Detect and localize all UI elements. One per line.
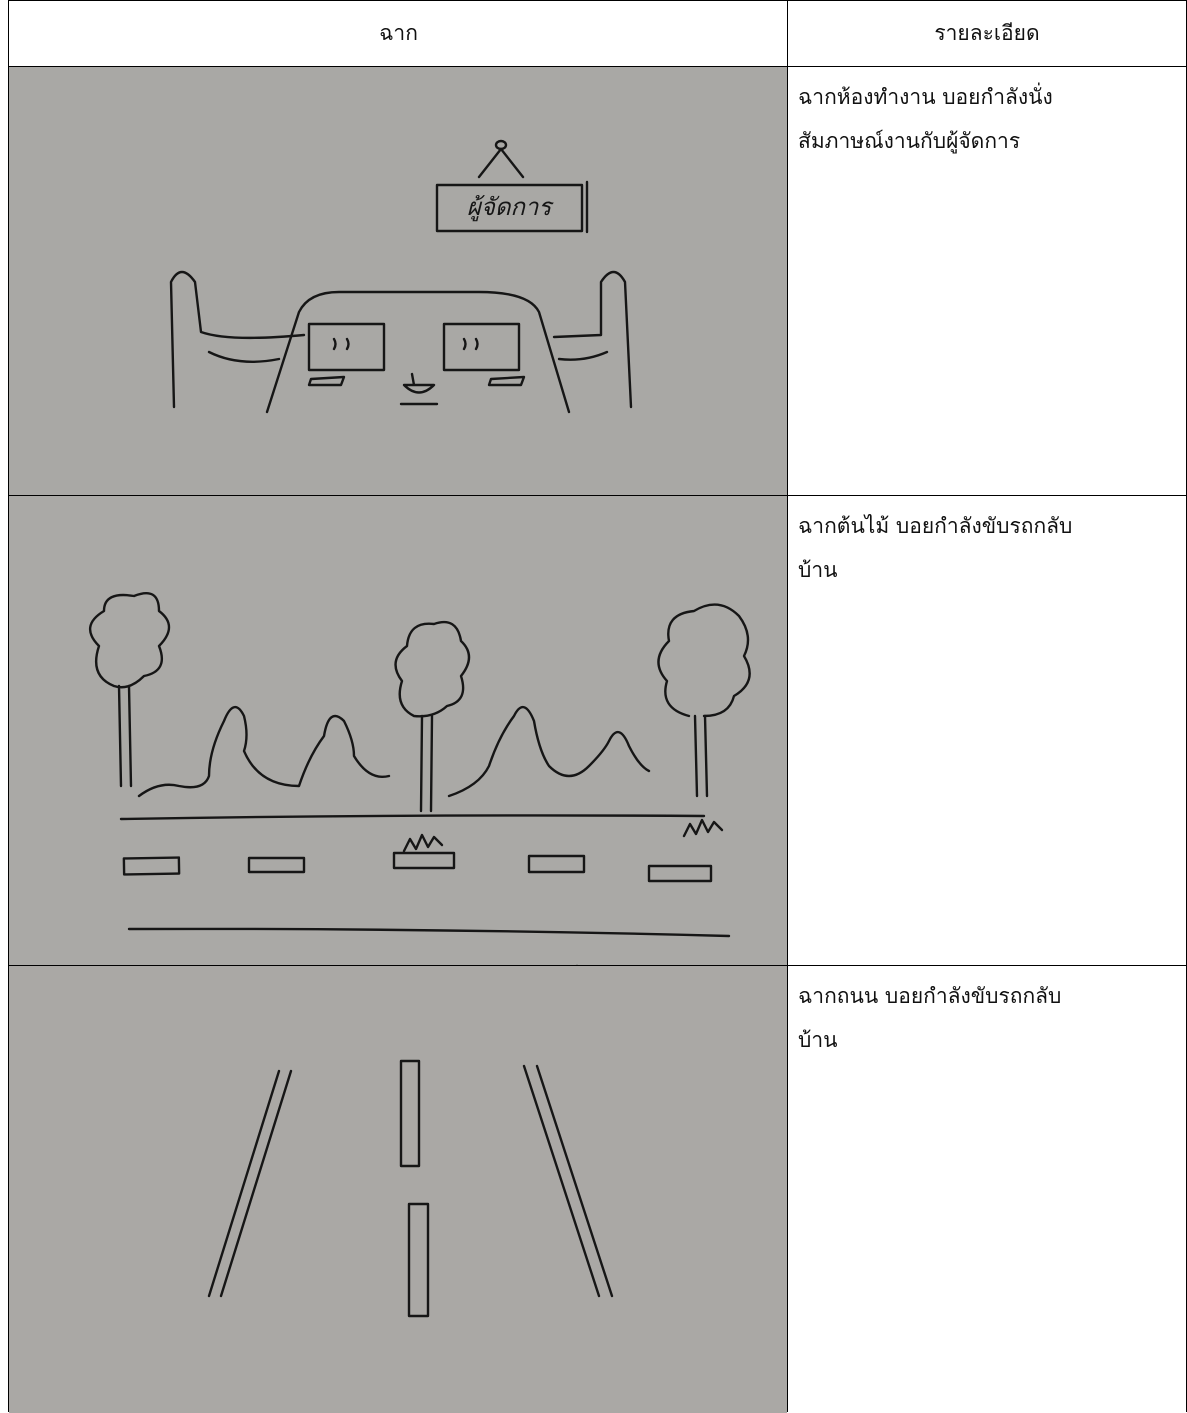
scene-cell [8, 965, 788, 1413]
scene-cell [8, 495, 788, 966]
header-scene: ฉาก [379, 21, 418, 45]
header-cell: รายละเอียด [787, 0, 1187, 66]
scene-cell: ผู้จัดการ [8, 66, 788, 496]
trees-sketch [9, 496, 787, 965]
details-cell: ฉากต้นไม้ บอยกำลังขับรถกลับ บ้าน [787, 495, 1187, 966]
details-line: ฉากถนน บอยกำลังขับรถกลับ [798, 984, 1062, 1008]
sign-text: ผู้จัดการ [467, 193, 555, 222]
details-line: ฉากต้นไม้ บอยกำลังขับรถกลับ [798, 514, 1073, 538]
header-details: รายละเอียด [934, 21, 1040, 45]
details-line: ฉากห้องทำงาน บอยกำลังนั่ง [798, 85, 1053, 109]
details-line: สัมภาษณ์งานกับผู้จัดการ [798, 129, 1021, 153]
details-line: บ้าน [798, 1028, 838, 1052]
header-cell: ฉาก [8, 0, 788, 66]
details-line: บ้าน [798, 558, 838, 582]
details-cell: ฉากถนน บอยกำลังขับรถกลับ บ้าน [787, 965, 1187, 1412]
road-sketch [9, 966, 787, 1413]
details-cell: ฉากห้องทำงาน บอยกำลังนั่ง สัมภาษณ์งานกับ… [787, 66, 1187, 496]
office-sketch: ผู้จัดการ [9, 67, 787, 495]
